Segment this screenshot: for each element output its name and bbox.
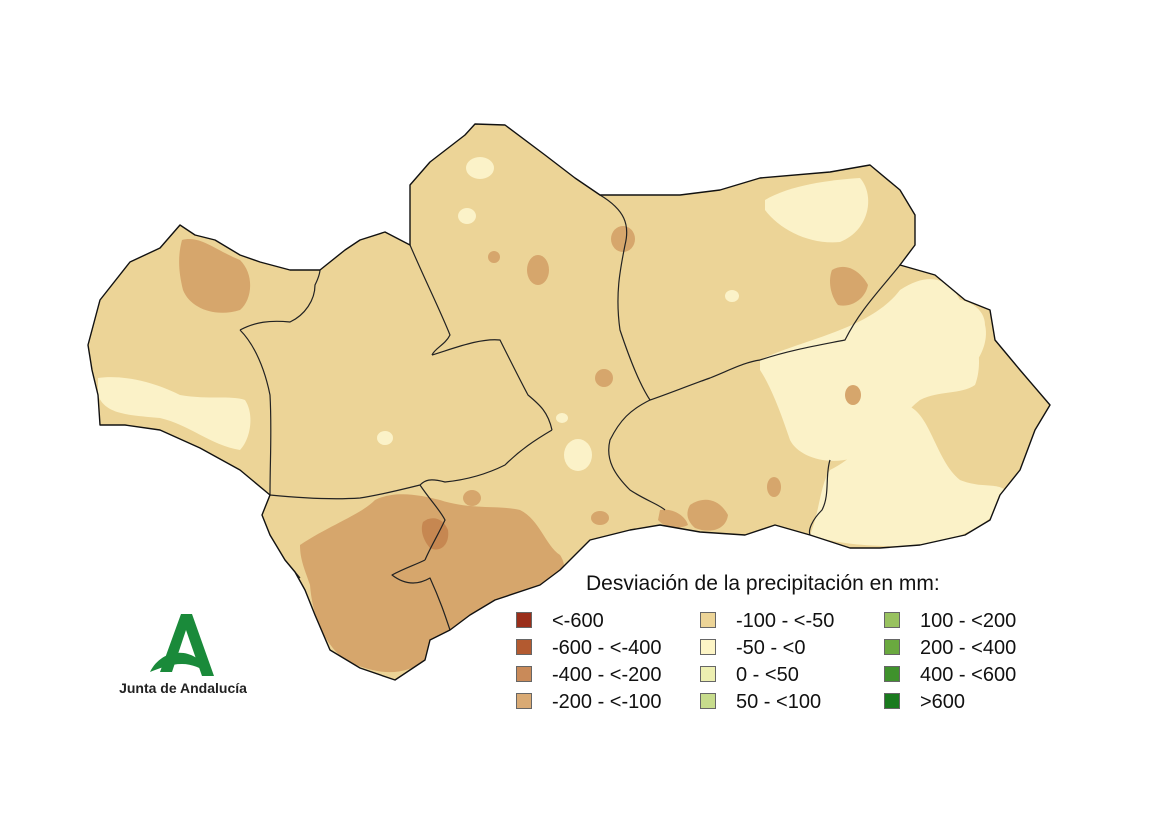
legend-swatch [884, 612, 900, 628]
legend-label: -600 - <-400 [552, 637, 662, 659]
legend-label: 50 - <100 [736, 691, 822, 713]
legend-swatch [884, 666, 900, 682]
legend-swatch [700, 693, 716, 709]
legend-swatch [516, 666, 532, 682]
legend-swatch [884, 693, 900, 709]
junta-de-andalucia-logo: Junta de Andalucía [108, 612, 258, 702]
legend-label: 0 - <50 [736, 664, 799, 686]
legend-label: >600 [920, 691, 966, 713]
legend-title: Desviación de la precipitación en mm: [586, 572, 940, 595]
legend-label: 400 - <600 [920, 664, 1017, 686]
legend-label: 100 - <200 [920, 610, 1017, 632]
zones-light [98, 157, 1010, 547]
legend-swatch [884, 639, 900, 655]
province-borders [239, 194, 901, 631]
legend-label: -50 - <0 [736, 637, 806, 659]
logo-text: Junta de Andalucía [119, 680, 247, 696]
legend-swatch [516, 612, 532, 628]
legend-swatch [516, 693, 532, 709]
legend-swatch [700, 612, 716, 628]
legend-label: 200 - <400 [920, 637, 1017, 659]
legend-label: <-600 [552, 610, 604, 632]
legend-swatch [516, 639, 532, 655]
legend-label: -400 - <-200 [552, 664, 662, 686]
legend-label: -200 - <-100 [552, 691, 662, 713]
region-outline [87, 123, 1051, 681]
legend-swatch [700, 666, 716, 682]
legend-label: -100 - <-50 [736, 610, 835, 632]
andalucia-a-icon [150, 614, 214, 676]
legend-swatch [700, 639, 716, 655]
